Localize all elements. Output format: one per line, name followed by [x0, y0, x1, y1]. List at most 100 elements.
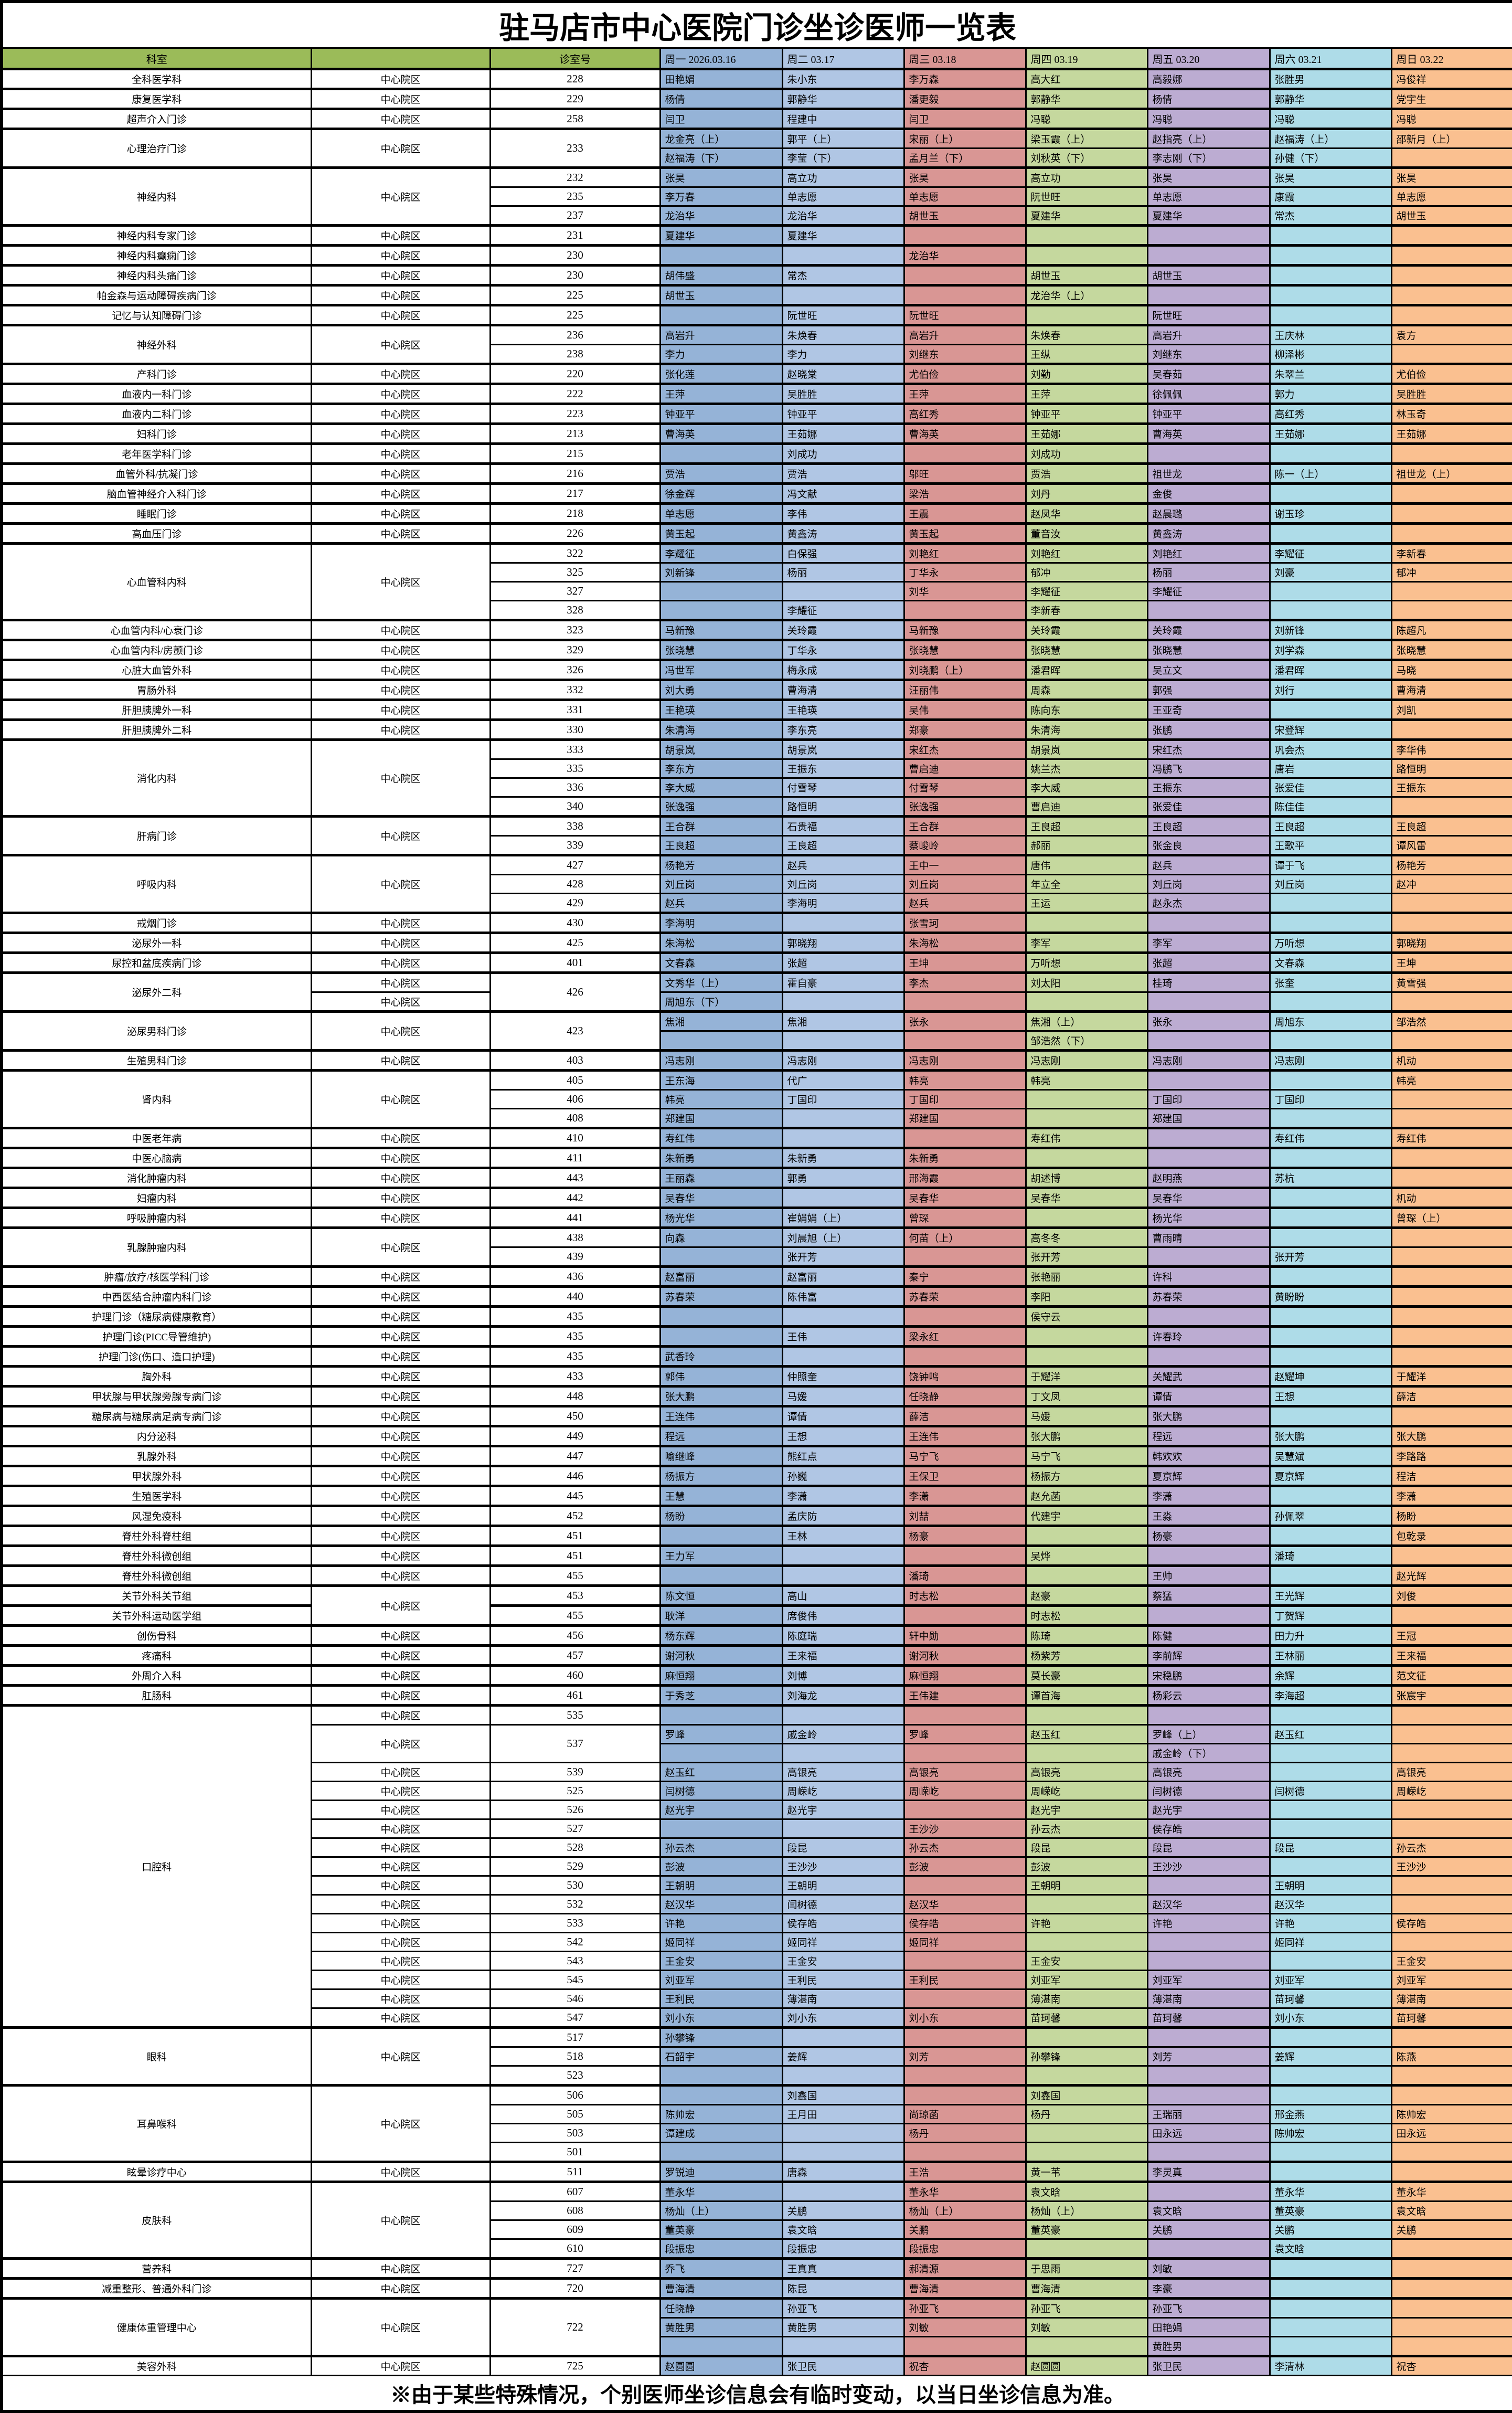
table-row: 325 刘新锋 杨丽 丁华永 郁冲 杨丽 刘豪 郁冲	[2, 562, 1512, 583]
dept-cell: 神经内科专家门诊	[1, 224, 312, 246]
day-cell: 年立全	[1025, 874, 1148, 894]
dept-cell: 神经内科头痛门诊	[1, 264, 312, 286]
dept-cell: 高血压门诊	[1, 522, 312, 544]
room-cell: 226	[489, 522, 661, 544]
day-cell: 孙云杰	[1025, 1818, 1148, 1839]
day-cell: 丁国印	[781, 1089, 905, 1109]
day-cell: 何苗（上）	[903, 1226, 1027, 1248]
day-cell: 李东方	[659, 758, 783, 779]
day-cell: 袁文晗	[1269, 2238, 1392, 2259]
day-cell: 李新春	[1025, 600, 1148, 621]
day-cell: 龙治华（上）	[1025, 284, 1148, 306]
day-cell: 李潇	[903, 1485, 1027, 1507]
day-cell	[1025, 244, 1148, 266]
table-row: 胸外科 中心院区 433 郭伟 仲照奎 饶钟鸣 于耀洋 关耀武 赵耀坤 于耀洋	[1, 1365, 1512, 1387]
campus-cell: 中心院区	[310, 912, 491, 934]
day-cell	[781, 1030, 905, 1051]
day-cell: 刘敏	[1146, 2257, 1271, 2279]
dept-cell: 血管外科/抗凝门诊	[1, 462, 312, 484]
day-cell: 刘新锋	[659, 562, 783, 583]
day-cell	[659, 2142, 783, 2163]
day-cell: 王良超	[1146, 815, 1271, 837]
dept-cell: 甲状腺外科	[1, 1465, 312, 1487]
room-cell: 222	[489, 383, 661, 405]
day-cell: 刘敏	[1025, 2317, 1148, 2337]
day-cell	[1025, 1743, 1148, 1763]
campus-cell: 中心院区	[310, 2084, 491, 2163]
day-cell: 霍自豪	[781, 971, 905, 993]
day-cell	[903, 600, 1027, 621]
day-cell: 黄胜男	[659, 2317, 783, 2337]
day-cell: 单志愿	[1390, 186, 1512, 207]
day-cell: 刘艳红	[1146, 542, 1271, 564]
day-cell	[1269, 1206, 1392, 1229]
day-cell: 刘成功	[1025, 442, 1148, 464]
day-cell: 杨彩云	[1146, 1684, 1271, 1706]
day-cell	[1390, 264, 1512, 286]
day-cell	[1146, 2238, 1271, 2259]
room-cell: 530	[489, 1875, 661, 1896]
day-cell: 段振忠	[903, 2238, 1027, 2259]
room-cell: 529	[489, 1856, 661, 1877]
day-cell: 时志松	[903, 1584, 1027, 1606]
day-cell	[1390, 2317, 1512, 2337]
room-cell: 333	[489, 738, 661, 760]
day-cell	[1390, 244, 1512, 266]
day-cell: 刘鑫国	[781, 2084, 905, 2105]
day-cell	[781, 1345, 905, 1367]
day-cell: 马晓	[1390, 659, 1512, 681]
day-cell: 孙云杰	[659, 1837, 783, 1858]
day-cell: 吴春华	[903, 1187, 1027, 1209]
campus-cell: 中心院区	[310, 108, 491, 130]
table-row: 肝胆胰脾外二科 中心院区 330 朱清海 李东亮 郑豪 朱清海 张鹏 宋登辉	[1, 718, 1512, 740]
room-cell: 720	[489, 2277, 661, 2299]
day-cell	[1269, 284, 1392, 306]
room-cell: 460	[489, 1664, 661, 1686]
header-day-0: 周一 2026.03.16	[659, 47, 783, 70]
day-cell	[781, 2181, 905, 2202]
day-cell: 王淼	[1146, 1505, 1271, 1527]
day-cell: 王力军	[659, 1544, 783, 1567]
room-cell: 545	[489, 1970, 661, 1990]
day-cell: 闫树德	[1146, 1781, 1271, 1801]
day-cell: 黄雪强	[1390, 971, 1512, 993]
day-cell: 冯聪	[1390, 108, 1512, 130]
day-cell: 蔡猛	[1146, 1584, 1271, 1606]
room-cell: 217	[489, 482, 661, 504]
day-cell: 付雪琴	[903, 777, 1027, 798]
day-cell: 苗珂馨	[1146, 2007, 1271, 2028]
day-cell: 杨艳芳	[1390, 854, 1512, 875]
day-cell: 彭波	[1025, 1856, 1148, 1877]
campus-cell: 中心院区	[310, 522, 491, 544]
day-cell: 夏京辉	[1146, 1465, 1271, 1487]
room-cell: 238	[489, 344, 661, 365]
day-cell: 单志愿	[1146, 186, 1271, 207]
room-cell: 220	[489, 363, 661, 385]
day-cell: 董音汝	[1025, 522, 1148, 544]
day-cell: 张晓慧	[1025, 639, 1148, 661]
campus-cell: 中心院区	[310, 1800, 491, 1820]
day-cell: 陈佳佳	[1269, 796, 1392, 817]
day-cell: 刘丘岗	[1146, 874, 1271, 894]
day-cell	[903, 264, 1027, 286]
day-cell: 姬同祥	[903, 1932, 1027, 1952]
room-cell: 430	[489, 912, 661, 934]
header-day-3: 周四 03.19	[1025, 47, 1148, 70]
day-cell: 苏春荣	[903, 1285, 1027, 1307]
day-cell	[1390, 224, 1512, 246]
day-cell	[1390, 522, 1512, 544]
day-cell	[903, 2065, 1027, 2086]
day-cell: 郑建国	[659, 1108, 783, 1129]
day-cell: 龙治华	[659, 205, 783, 226]
day-cell	[1390, 2257, 1512, 2279]
day-cell: 袁文晗	[1025, 2181, 1148, 2202]
day-cell: 韩亮	[1390, 1069, 1512, 1091]
dept-cell: 血液内二科门诊	[1, 403, 312, 425]
table-row: 328 李耀征 李新春	[2, 600, 1512, 621]
day-cell	[1025, 224, 1148, 246]
day-cell: 赵指亮（上）	[1146, 128, 1271, 149]
day-cell	[903, 2336, 1027, 2357]
day-cell: 朱清海	[1025, 718, 1148, 740]
day-cell: 张昊	[1269, 166, 1392, 188]
campus-cell: 中心院区	[310, 1385, 491, 1407]
